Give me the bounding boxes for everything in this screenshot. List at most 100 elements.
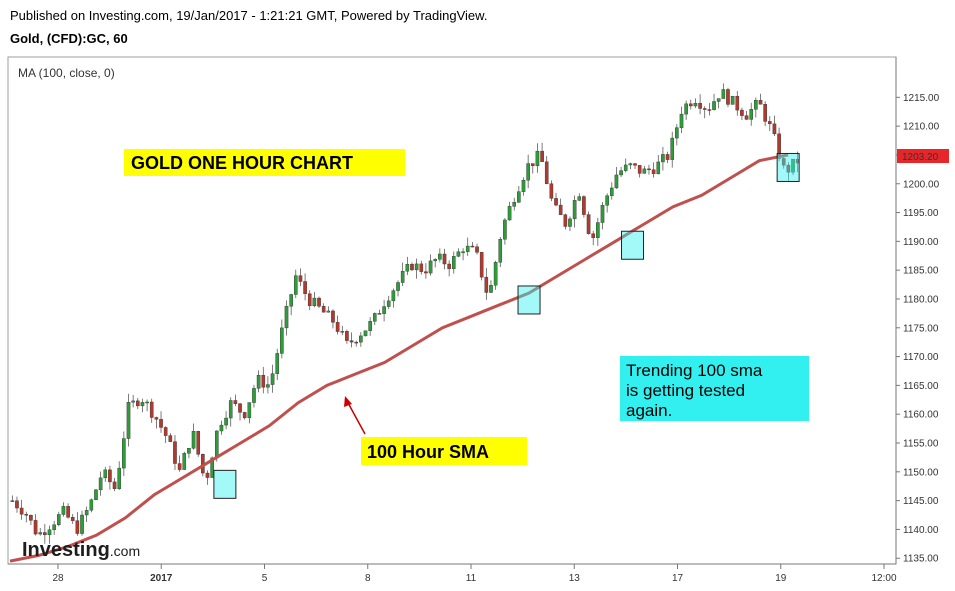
candle-body [424, 271, 428, 274]
sma-label-box [361, 437, 527, 465]
candle-down [24, 511, 29, 523]
candle-up [61, 502, 66, 517]
candle-body [428, 260, 433, 274]
candle-body [684, 103, 688, 115]
candle-body [405, 264, 410, 272]
candle-up [535, 143, 540, 173]
candle-body [391, 290, 396, 302]
candle-down [786, 162, 791, 181]
candle-body [447, 263, 451, 269]
candle-down [707, 102, 712, 116]
candle-up [256, 370, 261, 393]
candle-body [628, 163, 633, 166]
candle-body [475, 246, 479, 253]
y-tick-label: 1135.00 [903, 554, 939, 565]
investing-logo: Investing.com [22, 539, 140, 561]
candle-body [744, 115, 749, 120]
indicator-label: MA (100, close, 0) [18, 66, 115, 80]
candle-body [688, 103, 693, 107]
candle-body [698, 103, 702, 109]
candle-body [382, 306, 386, 314]
candle-body [335, 322, 340, 332]
candle-body [196, 431, 201, 455]
candle-up [507, 201, 512, 221]
candle-up [326, 306, 331, 313]
candle-body [117, 467, 122, 489]
candle-up [568, 216, 572, 232]
candle-body [149, 401, 154, 418]
candle-down [767, 116, 772, 131]
candle-body [665, 154, 670, 160]
candles [10, 83, 800, 544]
candle-body [89, 499, 94, 511]
candle-down [637, 165, 642, 178]
candle-up [712, 93, 716, 111]
note-box [620, 356, 809, 421]
x-axis: 28 2017 5 8 11 13 17 19 12:00 [52, 564, 897, 584]
candle-body [693, 103, 698, 107]
candle-up [396, 280, 400, 297]
candle-body [256, 375, 261, 389]
candle-body [266, 384, 270, 388]
y-axis: 1135.00 1140.00 1145.00 1150.00 1155.00 1160.… [896, 93, 940, 565]
candle-body [600, 205, 605, 223]
candle-body [517, 191, 521, 203]
note-line-2: is getting tested [626, 381, 745, 400]
y-tick-label: 1145.00 [903, 496, 939, 507]
x-tick-label: 11 [466, 573, 477, 584]
candle-body [438, 253, 442, 260]
candle-body [242, 412, 247, 419]
candle-body [122, 438, 126, 469]
candle-body [679, 113, 684, 128]
candle-down [205, 470, 210, 485]
candle-down [173, 435, 177, 470]
candle-body [647, 168, 651, 171]
candle-up [219, 420, 224, 435]
candle-body [80, 514, 84, 534]
candle-up [614, 166, 619, 189]
candle-body [270, 373, 275, 385]
candle-up [526, 154, 530, 189]
candle-body [321, 306, 326, 313]
candle-body [540, 150, 544, 162]
x-tick-label: 12:00 [871, 573, 896, 584]
candle-body [558, 204, 563, 215]
candle-body [224, 417, 228, 426]
candle-body [749, 109, 754, 120]
candle-body [108, 469, 112, 483]
candle-up [414, 258, 419, 279]
candle-down [321, 303, 326, 313]
candle-body [126, 402, 131, 439]
price-tag [897, 149, 949, 163]
candle-body [721, 89, 726, 99]
candle-body [261, 375, 266, 388]
candle-body [289, 294, 293, 307]
x-tick-label: 19 [775, 573, 787, 584]
candle-up [363, 330, 368, 337]
candle-body [791, 158, 795, 173]
candle-up [693, 98, 698, 109]
candle-body [33, 520, 38, 535]
symbol-header: Gold, (CFD):GC, 60 [10, 31, 128, 46]
candle-up [94, 489, 98, 501]
candle-up [438, 248, 442, 263]
plot-frame [7, 56, 897, 565]
candle-down [33, 514, 38, 536]
candle-up [252, 384, 256, 408]
candle-up [340, 325, 345, 336]
candle-body [298, 275, 303, 282]
candle-body [633, 163, 637, 166]
x-tick-label: 2017 [150, 573, 173, 584]
candle-down [781, 155, 786, 169]
candle-body [410, 264, 414, 271]
candle-body [451, 256, 456, 269]
candle-body [252, 388, 256, 403]
candle-body [233, 400, 238, 404]
candle-body [767, 121, 772, 125]
candle-body [191, 431, 196, 449]
candle-down [75, 512, 80, 536]
candle-down [549, 180, 554, 202]
candle-body [670, 137, 675, 160]
candle-up [312, 292, 317, 308]
